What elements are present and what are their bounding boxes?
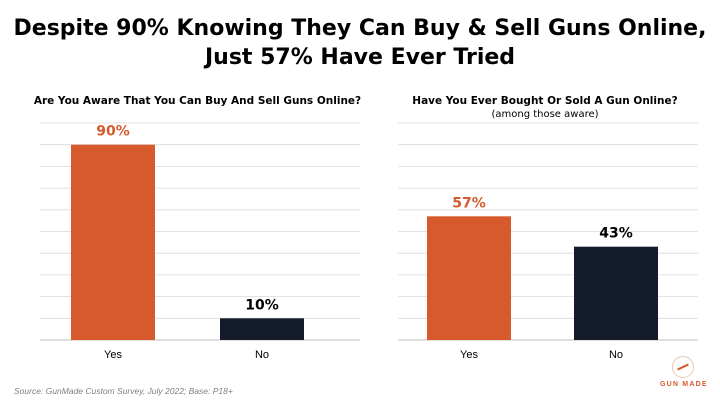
chart-2-purchase: 57% Yes 43% No bbox=[398, 122, 698, 361]
data-label-yes: 90% bbox=[96, 124, 130, 140]
category-label-yes: Yes bbox=[104, 349, 122, 361]
logo-icon bbox=[672, 356, 694, 378]
bar-no bbox=[574, 246, 658, 340]
chart-2-title: Have You Ever Bought Or Sold A Gun Onlin… bbox=[412, 95, 678, 107]
category-label-no: No bbox=[255, 349, 269, 361]
slide-title: Despite 90% Knowing They Can Buy & Sell … bbox=[0, 14, 720, 72]
data-label-no: 10% bbox=[245, 297, 279, 313]
chart-1-title: Are You Aware That You Can Buy And Sell … bbox=[33, 95, 362, 107]
category-label-yes: Yes bbox=[460, 349, 478, 361]
category-label-no: No bbox=[609, 349, 623, 361]
data-label-no: 43% bbox=[599, 226, 633, 242]
source-note: Source: GunMade Custom Survey, July 2022… bbox=[14, 386, 233, 396]
slide-title-line-2: Just 57% Have Ever Tried bbox=[204, 45, 516, 70]
bar-yes bbox=[427, 216, 511, 340]
gunmade-logo: GUN MADE bbox=[660, 356, 708, 396]
bar-yes bbox=[71, 144, 155, 340]
chart-2-subtitle: (among those aware) bbox=[491, 109, 599, 120]
slide-title-line-1: Despite 90% Knowing They Can Buy & Sell … bbox=[13, 16, 707, 41]
data-label-yes: 57% bbox=[452, 195, 486, 211]
bar-no bbox=[220, 318, 304, 340]
chart-1-awareness: 90% Yes 10% No bbox=[40, 122, 360, 361]
logo-text: GUN MADE bbox=[660, 381, 708, 388]
